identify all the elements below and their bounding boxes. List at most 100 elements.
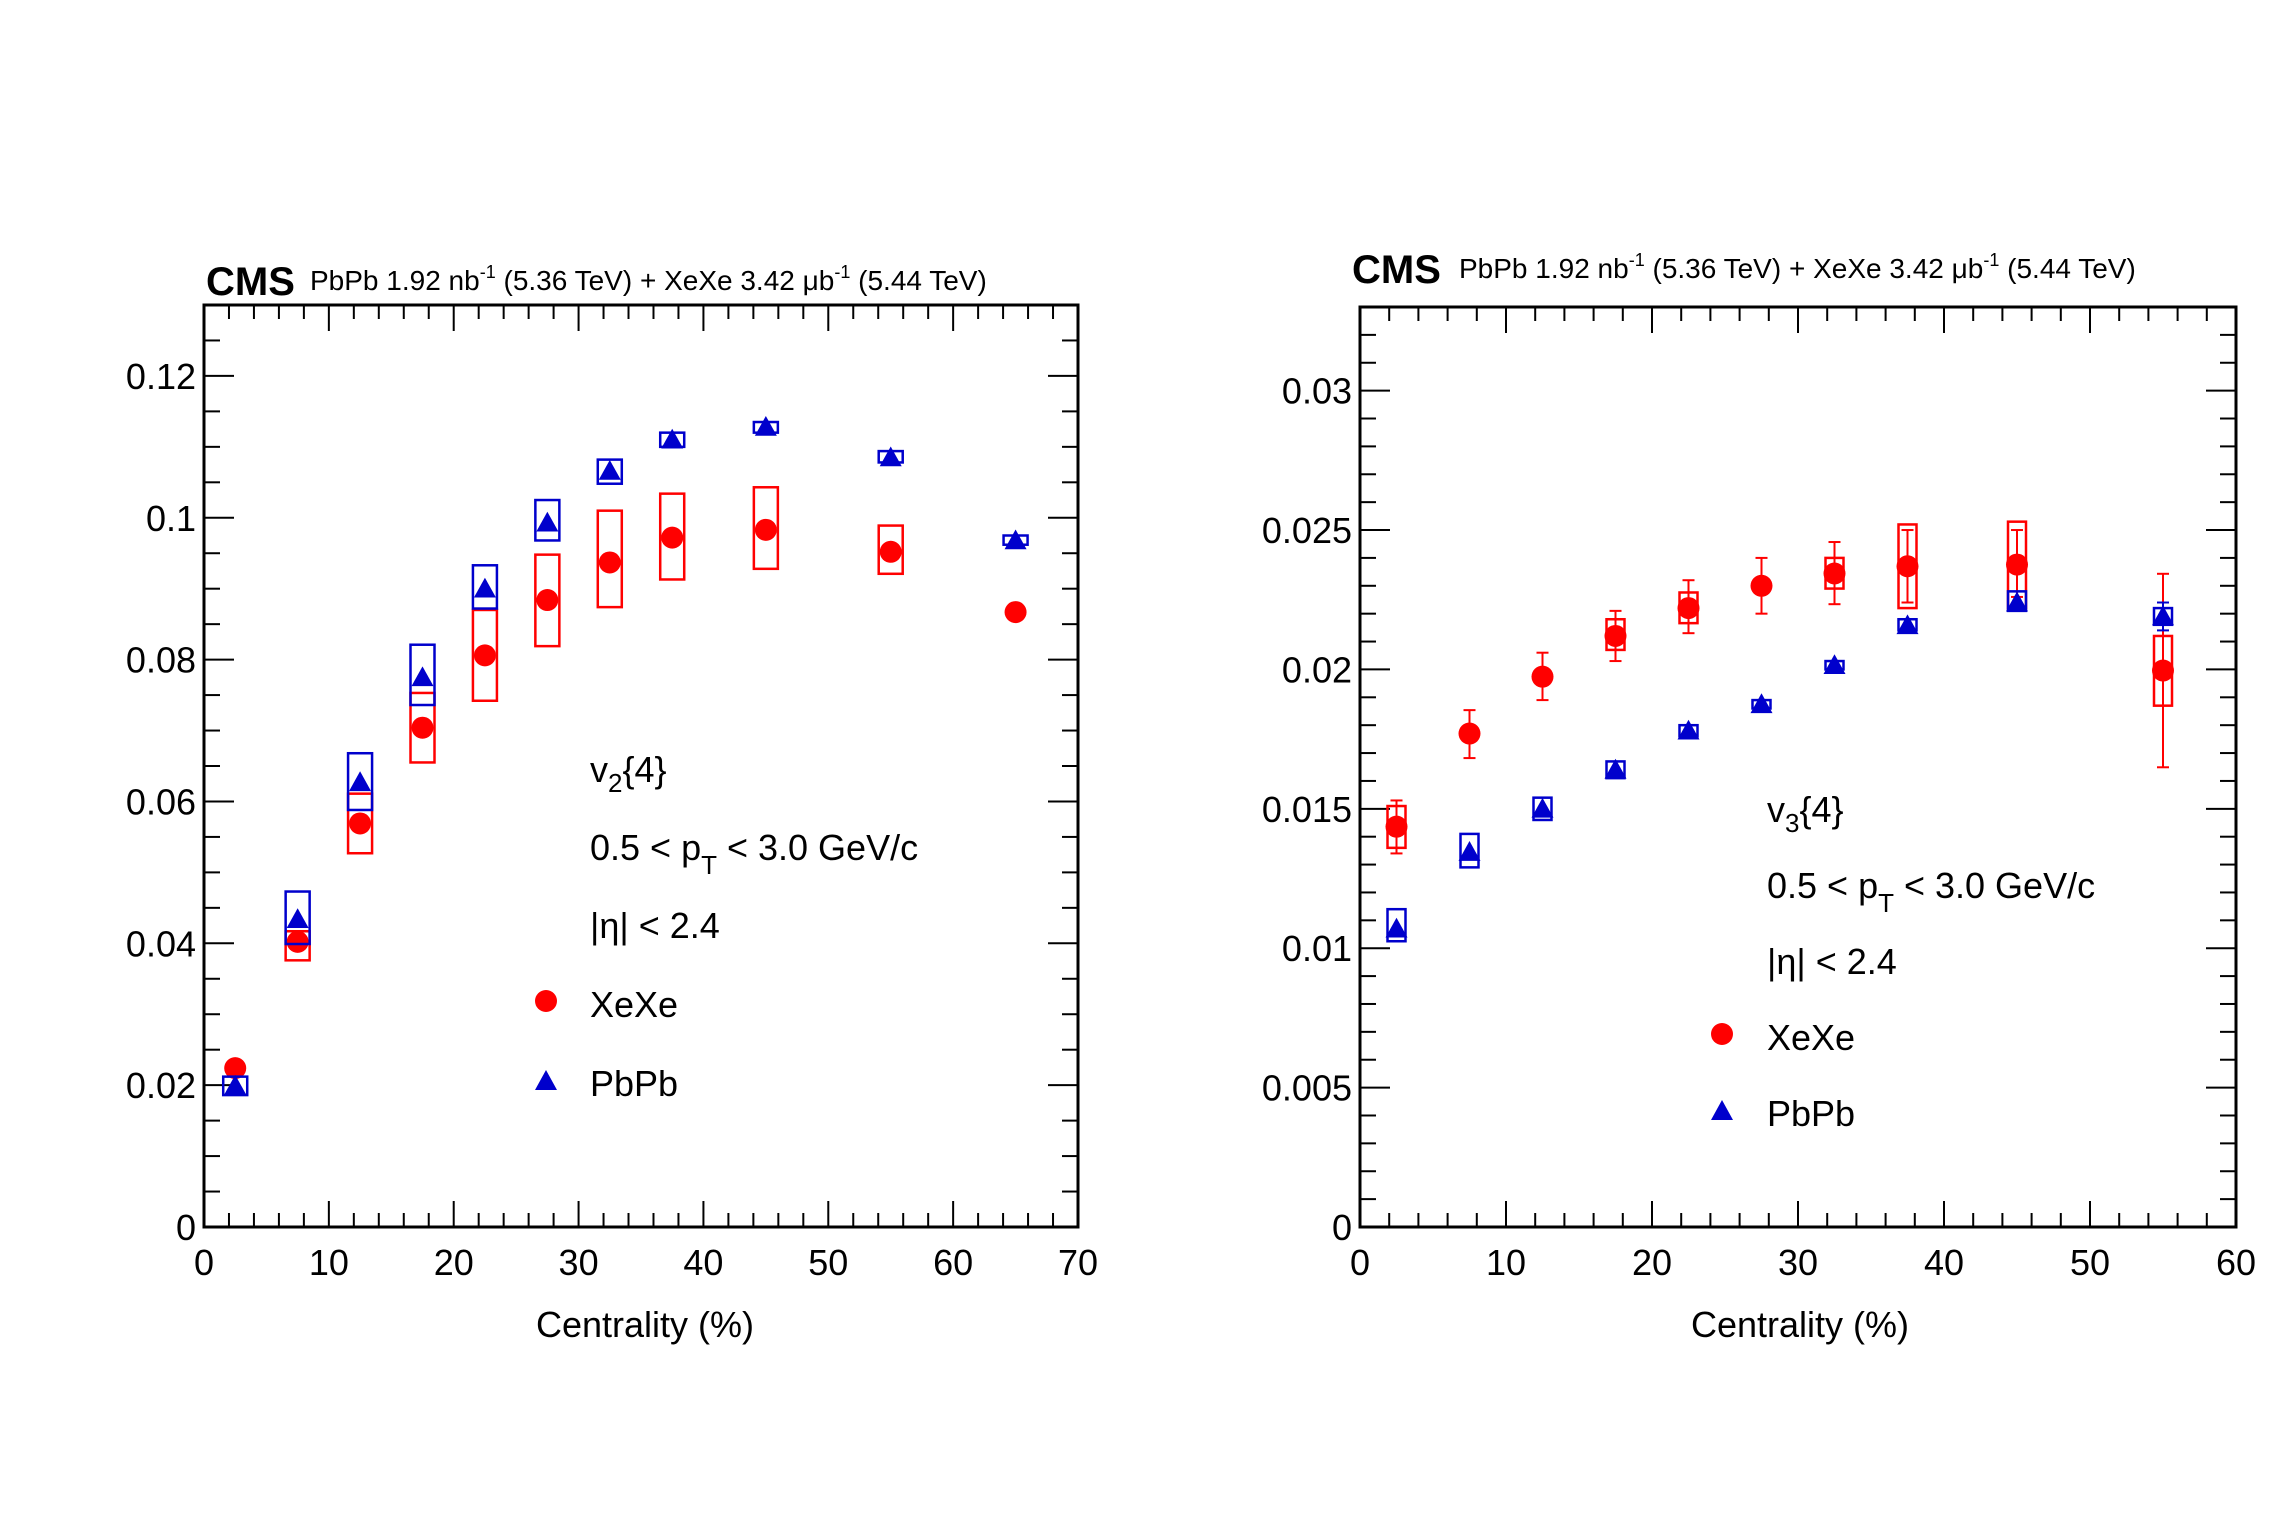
v2-pbpb-sys-box	[596, 458, 624, 485]
v3-xexe-point	[1458, 722, 1481, 745]
lumi-pbpb-sup: -1	[1629, 250, 1645, 270]
lumi-pbpb-sup: -1	[480, 262, 496, 282]
v2-eta-range: |η| < 2.4	[590, 905, 720, 946]
lumi-middle: (5.36 TeV) + XeXe 3.42	[496, 265, 803, 296]
v3-x-tick-label: 10	[1486, 1242, 1526, 1283]
v3-pbpb-point	[1896, 614, 1919, 635]
v2-axes: 0 10 20 30 40 50 60 70 0 0.02 0.04 0.06 0.08 0.1 0.12	[126, 303, 1098, 1283]
lumi-xexe-energy: (5.44 TeV)	[850, 265, 986, 296]
v3-y-tick-label: 0.025	[1262, 510, 1352, 551]
v2-x-tick-label: 50	[808, 1242, 848, 1283]
v3-x-tick-label: 60	[2216, 1242, 2256, 1283]
legend-pbpb-marker-icon	[1711, 1100, 1733, 1120]
v3-pt-suffix: < 3.0 GeV/c	[1894, 865, 2095, 906]
v2-pbpb-point	[411, 666, 434, 687]
v3-pt-sub: T	[1878, 888, 1894, 918]
v2-xexe-sys-box	[752, 486, 780, 571]
v3-pbpb-point	[1458, 841, 1481, 861]
v2-pbpb-point	[286, 908, 309, 928]
v2-pt-prefix: 0.5 < p	[590, 827, 701, 868]
v2-observable-sub: 2	[608, 768, 622, 798]
v2-xexe-sys-box	[877, 524, 904, 576]
v2-xexe-point	[286, 930, 309, 953]
legend-xexe-label: XeXe	[590, 984, 678, 1025]
v2-observable-suffix: {4}	[622, 749, 666, 790]
v2-xexe-sys-box	[596, 509, 624, 609]
v3-xexe-point	[1750, 574, 1773, 597]
v2-y-tick-label: 0.02	[126, 1065, 196, 1106]
v3-pt-prefix: 0.5 < p	[1767, 865, 1878, 906]
legend-xexe-label: XeXe	[1767, 1017, 1855, 1058]
v2-pbpb-point	[224, 1074, 247, 1095]
legend-pbpb-label: PbPb	[590, 1063, 678, 1104]
lumi-xexe-sup: -1	[1983, 250, 1999, 270]
v3-pbpb-sys-box	[1386, 907, 1407, 943]
v3-pt-range: 0.5 < pT < 3.0 GeV/c	[1767, 865, 2095, 918]
cms-label: CMS	[206, 260, 295, 304]
v2-xexe-sys-box	[346, 792, 374, 855]
lumi-xexe-energy: (5.44 TeV)	[1999, 253, 2135, 284]
v3-annotations: v3{4} 0.5 < pT < 3.0 GeV/c |η| < 2.4	[1767, 789, 2095, 982]
v3-pbpb-point	[1823, 654, 1846, 675]
v3-xexe-point	[1531, 665, 1554, 688]
legend-xexe-marker-icon	[1711, 1023, 1733, 1045]
v2-pbpb-point	[598, 459, 621, 480]
v2-pbpb-sys-box	[284, 890, 311, 946]
v3-eta-range: |η| < 2.4	[1767, 941, 1897, 982]
v2-y-tick-label: 0.1	[146, 498, 196, 539]
v2-x-tick-label: 40	[683, 1242, 723, 1283]
v2-y-tick-label: 0.04	[126, 923, 196, 964]
v2-pbpb-point	[661, 428, 684, 449]
v2-observable-label: v2{4}	[590, 749, 667, 798]
v2-pt-suffix: < 3.0 GeV/c	[717, 827, 918, 868]
v3-observable-suffix: {4}	[1799, 789, 1843, 830]
v2-x-axis-title: Centrality (%)	[536, 1304, 754, 1345]
v2-xexe-sys-box	[471, 608, 499, 703]
v2-pbpb-point	[754, 415, 777, 436]
v3-xexe-point	[1823, 562, 1846, 585]
v2-xexe-point	[536, 589, 559, 612]
v3-x-tick-label: 20	[1632, 1242, 1672, 1283]
v2-x-tick-label: 10	[309, 1242, 349, 1283]
v3-pbpb-sys-box	[1532, 796, 1553, 822]
v2-y-tick-label: 0	[176, 1207, 196, 1248]
v3-observable-sub: 3	[1785, 808, 1799, 838]
v2-annotations: v2{4} 0.5 < pT < 3.0 GeV/c |η| < 2.4	[590, 749, 918, 946]
v2-xexe-point	[473, 644, 496, 667]
v3-series-xexe	[1385, 520, 2174, 855]
v2-marks	[221, 415, 1029, 1097]
v2-xexe-point	[349, 812, 372, 835]
v2-pbpb-sys-box	[346, 751, 374, 812]
v3-y-tick-label: 0.01	[1282, 928, 1352, 969]
v2-xexe-sys-box	[409, 691, 436, 764]
v2-pbpb-sys-box	[409, 643, 436, 707]
v2-pbpb-point	[349, 771, 372, 792]
legend-xexe-marker-icon	[535, 990, 557, 1012]
v3-xexe-point	[2152, 659, 2174, 682]
v3-series-pbpb	[1385, 590, 2174, 943]
lumi-label: PbPb 1.92 nb-1 (5.36 TeV) + XeXe 3.42 μb…	[310, 262, 987, 296]
lumi-label: PbPb 1.92 nb-1 (5.36 TeV) + XeXe 3.42 μb…	[1459, 250, 2136, 284]
v3-panel: CMS PbPb 1.92 nb-1 (5.36 TeV) + XeXe 3.4…	[1262, 248, 2256, 1345]
v2-xexe-point	[598, 551, 621, 574]
v3-x-tick-label: 40	[1924, 1242, 1964, 1283]
v2-x-tick-label: 30	[559, 1242, 599, 1283]
v3-pbpb-point	[1531, 797, 1554, 818]
v3-observable: v	[1767, 789, 1785, 830]
v3-y-tick-label: 0.005	[1262, 1068, 1352, 1109]
v2-xexe-point	[411, 716, 434, 739]
v3-legend: XeXe PbPb	[1711, 1017, 1855, 1134]
lumi-pbpb: PbPb 1.92 nb	[310, 265, 480, 296]
v3-axes: 0 10 20 30 40 50 60 0 0.005 0.01 0.015 0.02 0.025 0.0…	[1262, 305, 2256, 1283]
v2-x-tick-label: 60	[933, 1242, 973, 1283]
v3-pbpb-point	[2006, 591, 2028, 612]
lumi-middle: (5.36 TeV) + XeXe 3.42	[1645, 253, 1952, 284]
v3-y-tick-label: 0.03	[1282, 371, 1352, 412]
v3-x-tick-label: 0	[1350, 1242, 1370, 1283]
v2-xexe-point	[661, 526, 684, 549]
v3-x-tick-label: 50	[2070, 1242, 2110, 1283]
v3-xexe-point	[1677, 597, 1700, 620]
v2-observable: v	[590, 749, 608, 790]
v2-pbpb-sys-box	[471, 564, 499, 610]
